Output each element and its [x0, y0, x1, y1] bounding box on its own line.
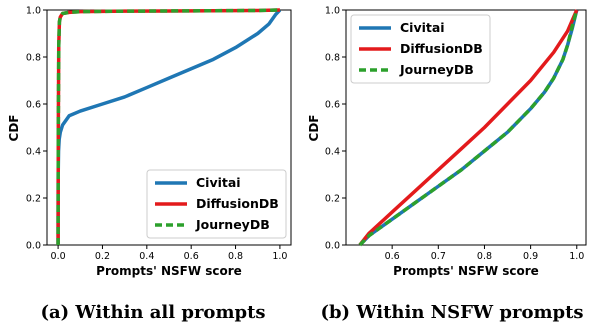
legend: Civitai DiffusionDB JourneyDB — [350, 14, 491, 84]
tick-group: 0.0 0.2 0.4 0.6 0.8 1.0 0.0 0.2 0.4 0.6 0.8 1.0 — [26, 6, 288, 263]
series-line-diffusiondb — [358, 9, 579, 247]
x-tick-label: 0.0 — [51, 251, 66, 262]
y-tick-label: 0.4 — [325, 147, 340, 158]
x-axis-label: Prompts' NSFW score — [393, 264, 539, 278]
legend-label-journeydb: JourneyDB — [195, 217, 270, 232]
legend-box — [146, 169, 287, 239]
series-lines — [56, 8, 282, 246]
x-tick-label: 0.8 — [477, 251, 492, 262]
legend-box — [350, 14, 491, 84]
y-axis-label: CDF — [7, 115, 21, 142]
x-tick-label: 0.6 — [184, 251, 199, 262]
series-line-journeydb — [56, 8, 280, 246]
legend-label-diffusiondb: DiffusionDB — [196, 196, 279, 211]
legend-label-civitai: Civitai — [196, 175, 241, 190]
tick-group: 0.6 0.7 0.8 0.9 1.0 0.0 0.2 0.4 0.6 0.8 1.0 — [325, 6, 584, 263]
plot-frame — [345, 9, 587, 246]
x-tick-label: 0.8 — [228, 251, 243, 262]
y-tick-label: 0.0 — [325, 241, 340, 252]
legend-label-diffusiondb: DiffusionDB — [400, 41, 483, 56]
y-tick-label: 0.8 — [325, 53, 340, 64]
x-tick-label: 1.0 — [569, 251, 584, 262]
series-line-journeydb — [358, 9, 579, 247]
legend-label-civitai: Civitai — [400, 20, 445, 35]
x-tick-label: 1.0 — [272, 251, 287, 262]
y-tick-label: 0.0 — [26, 241, 41, 252]
x-tick-label: 0.2 — [95, 251, 110, 262]
x-tick-label: 0.9 — [523, 251, 538, 262]
x-tick-label: 0.7 — [431, 251, 446, 262]
y-tick-label: 0.4 — [26, 147, 41, 158]
y-tick-label: 0.6 — [325, 100, 340, 111]
legend-label-journeydb: JourneyDB — [399, 62, 474, 77]
x-tick-label: 0.4 — [139, 251, 154, 262]
series-lines — [358, 9, 579, 247]
y-tick-label: 0.2 — [26, 194, 41, 205]
y-tick-label: 0.8 — [26, 53, 41, 64]
y-tick-label: 1.0 — [325, 6, 340, 17]
x-axis-label: Prompts' NSFW score — [96, 264, 242, 278]
legend: Civitai DiffusionDB JourneyDB — [146, 169, 287, 239]
chart-panel-b: 0.6 0.7 0.8 0.9 1.0 0.0 0.2 0.4 0.6 0.8 1.0 CDF Pr… — [307, 6, 587, 323]
y-tick-label: 1.0 — [26, 6, 41, 17]
y-tick-label: 0.6 — [26, 100, 41, 111]
x-tick-label: 0.6 — [385, 251, 400, 262]
caption-b: (b) Within NSFW prompts — [320, 302, 583, 323]
caption-a: (a) Within all prompts — [40, 302, 265, 323]
y-tick-label: 0.2 — [325, 194, 340, 205]
chart-panel-a: 0.0 0.2 0.4 0.6 0.8 1.0 0.0 0.2 0.4 0.6 0.8 1.0 CDF… — [7, 6, 292, 323]
y-axis-label: CDF — [307, 115, 321, 142]
